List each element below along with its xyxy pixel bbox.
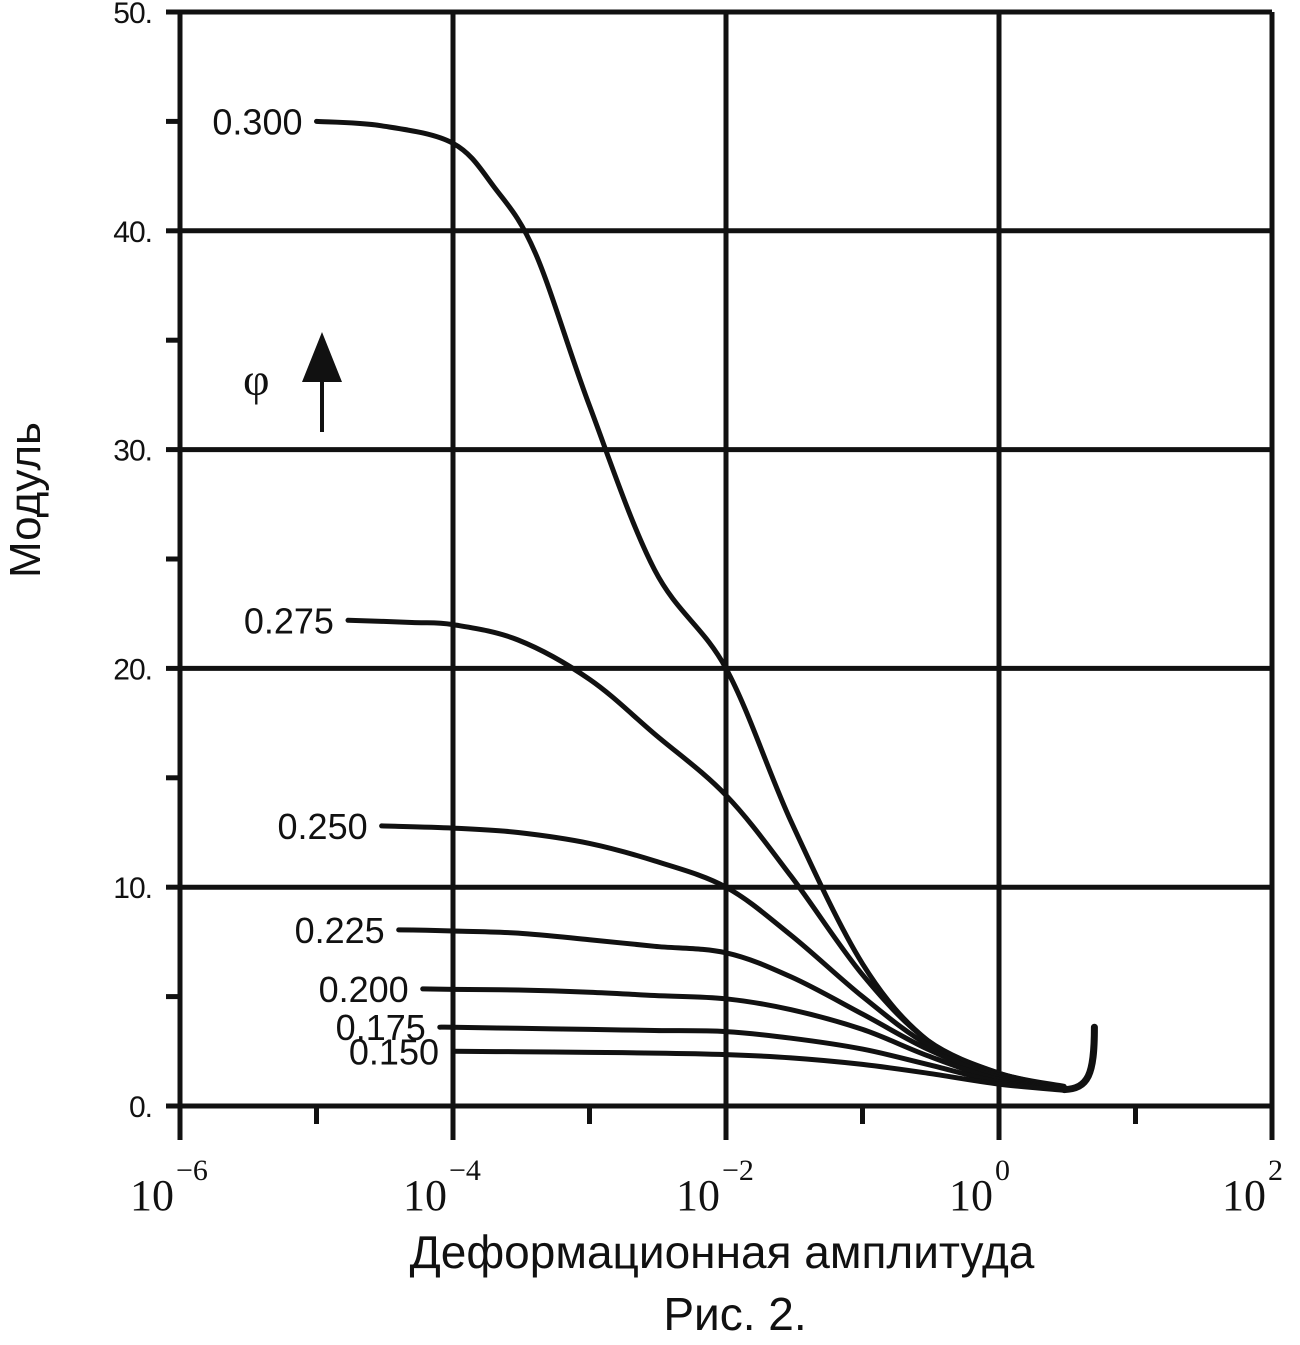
series-line [450,1048,1067,1093]
series-label: 0.150 [349,1031,439,1072]
x-tick-label: 100 [949,1154,1010,1220]
x-tick-base: 10 [403,1171,447,1220]
series-tail-hook [1060,1023,1098,1094]
series-label: 0.225 [295,910,385,951]
series-label: 0.200 [319,969,409,1010]
x-tick-label: 10−2 [676,1154,754,1220]
phi-arrow-annotation: φ [243,332,342,432]
x-tick-base: 10 [1222,1171,1266,1220]
up-arrow-icon [302,332,342,382]
series-lines [314,118,1098,1094]
x-tick-exponent: −4 [449,1154,481,1187]
x-axis-label: Деформационная амплитуда [410,1226,1035,1278]
series-line [437,1024,1067,1093]
x-tick-exponent: −6 [176,1154,208,1187]
series-line [420,986,1067,1092]
y-tick-label: 30. [113,435,152,468]
phi-symbol: φ [243,354,270,405]
x-tick-base: 10 [949,1171,993,1220]
y-tick-label: 40. [113,216,152,249]
x-tick-label: 102 [1222,1154,1283,1220]
figure-caption: Рис. 2. [663,1288,806,1340]
x-tick-exponent: 0 [995,1154,1010,1187]
x-tick-label: 10−4 [403,1154,481,1220]
x-tick-exponent: 2 [1268,1154,1283,1187]
x-tick-exponent: −2 [722,1154,754,1187]
x-tick-base: 10 [130,1171,174,1220]
y-tick-label: 50. [113,0,152,30]
x-tick-base: 10 [676,1171,720,1220]
y-tick-label: 20. [113,653,152,686]
series-label: 0.300 [212,101,302,142]
series-line [379,823,1067,1091]
y-tick-label: 0. [129,1091,152,1124]
y-axis-label: Модуль [1,422,50,578]
series-label: 0.250 [278,806,368,847]
series-line [345,617,1067,1090]
series-label: 0.275 [244,600,334,641]
series-line [314,118,1067,1089]
series-label: 0.175 [336,1007,426,1048]
y-tick-label: 10. [113,872,152,905]
x-tick-label: 10−6 [130,1154,208,1220]
series-line [396,927,1067,1091]
